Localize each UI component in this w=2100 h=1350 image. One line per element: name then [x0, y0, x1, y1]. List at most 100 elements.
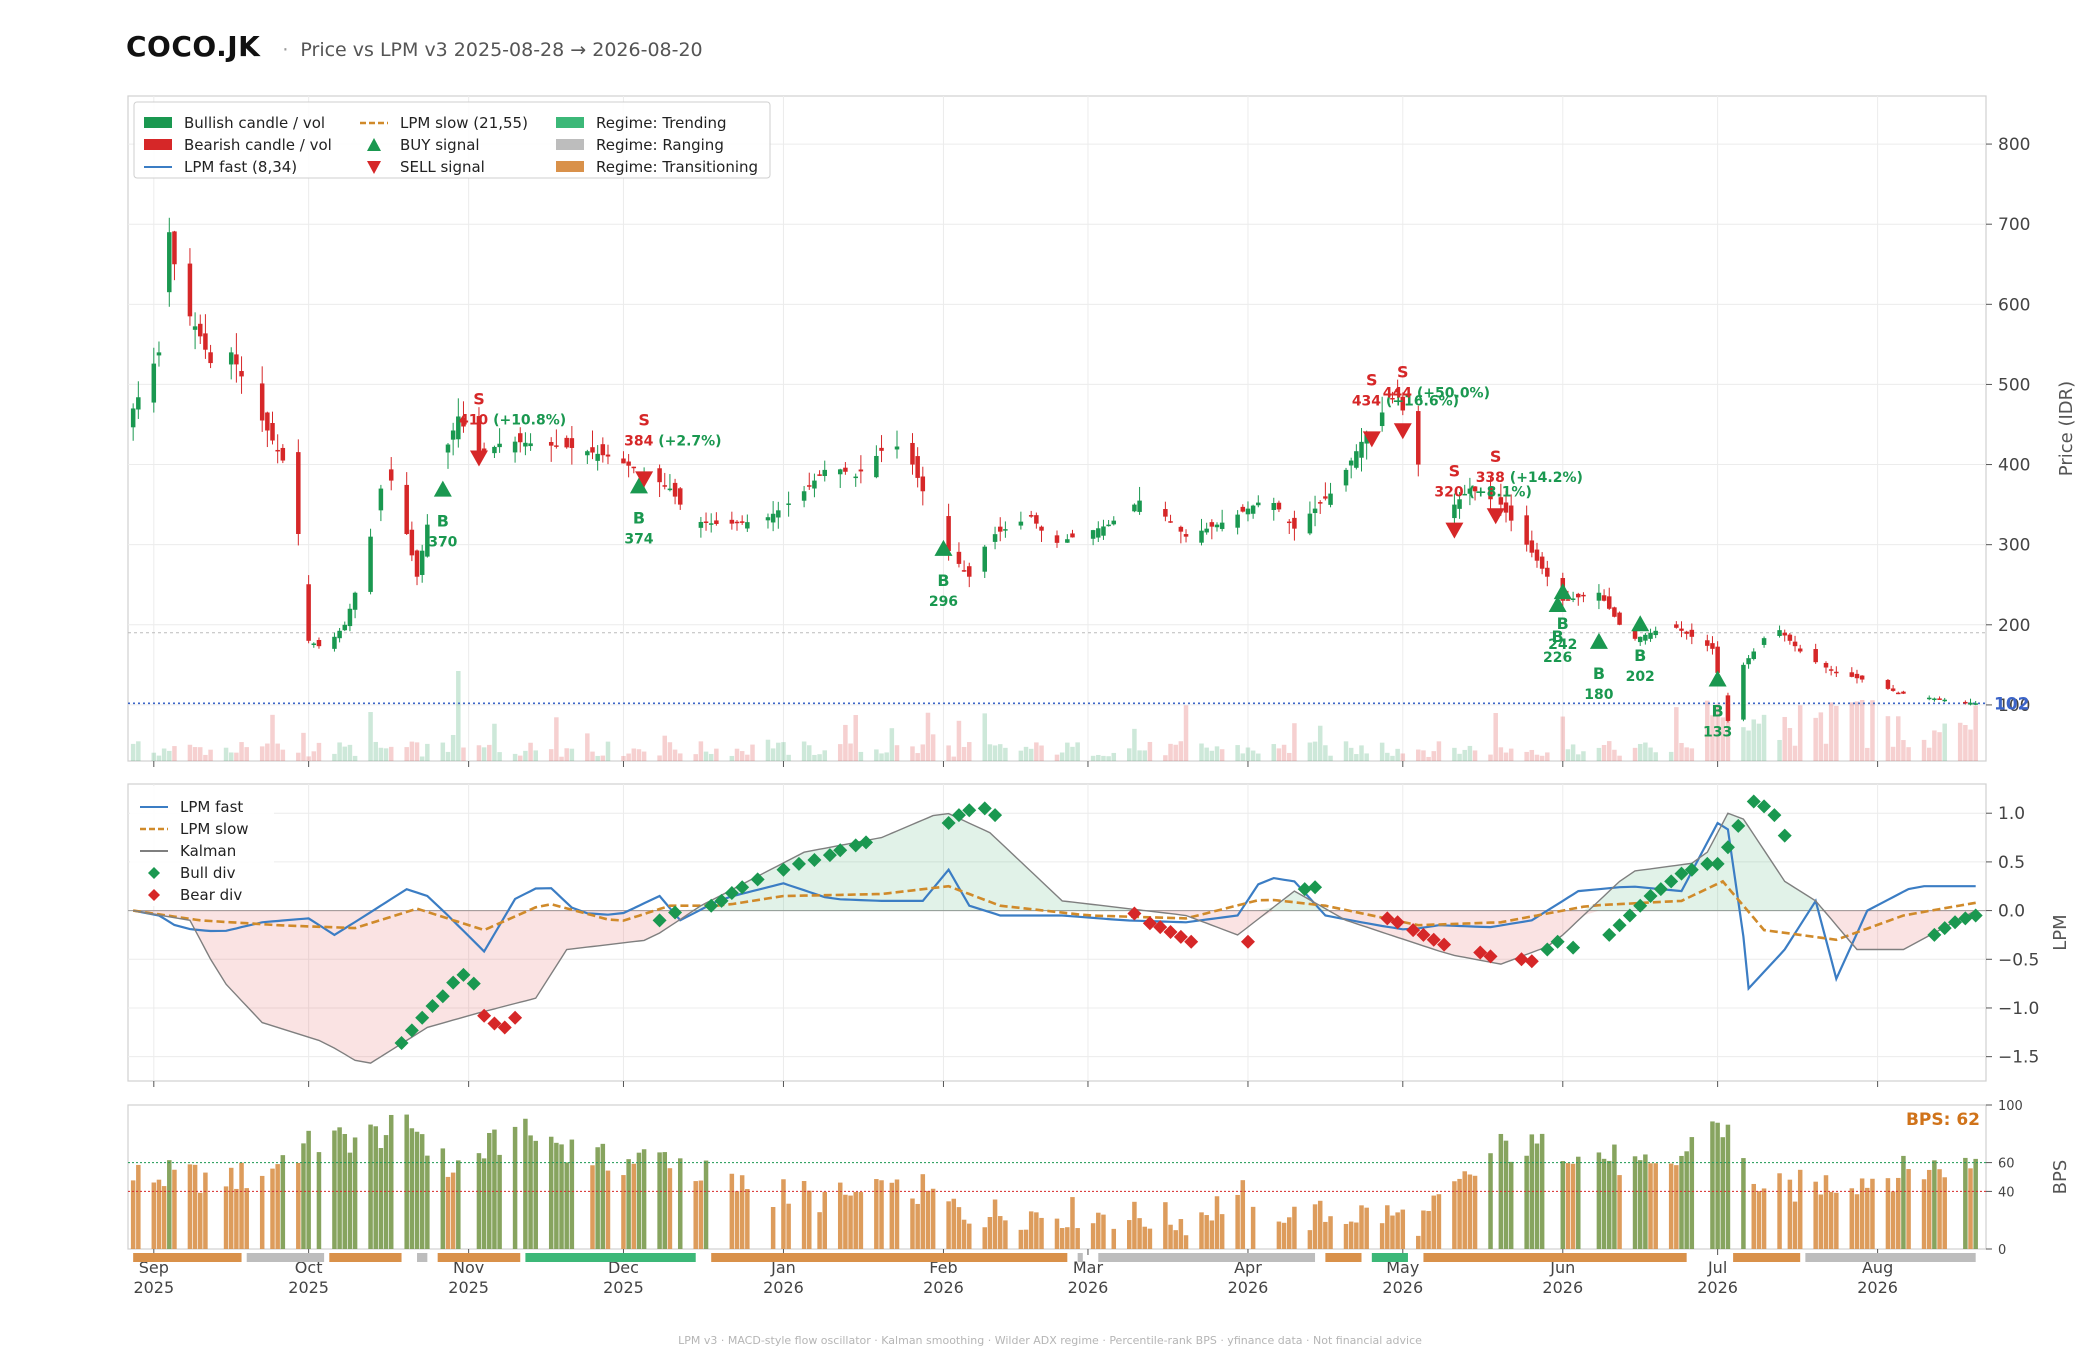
legend-label: Bullish candle / vol: [184, 114, 325, 132]
candle-body: [1034, 515, 1039, 524]
candle-body: [1777, 630, 1782, 636]
candle-body: [1576, 593, 1581, 598]
candle-body: [1183, 534, 1189, 537]
sell-signal-price: 444: [1383, 385, 1417, 401]
volume-bar: [626, 753, 631, 761]
candle-body: [1849, 672, 1855, 677]
candle-body: [1596, 592, 1602, 601]
bull-div-marker: [807, 852, 822, 867]
bear-div-marker: [508, 1010, 523, 1025]
green-bar-icon: [144, 117, 172, 128]
bps-bar: [270, 1168, 275, 1249]
candle-body: [1209, 522, 1215, 527]
x-tick-label-month: May: [1386, 1258, 1419, 1277]
volume-bar: [1385, 752, 1390, 761]
x-tick-label-month: Dec: [608, 1258, 639, 1277]
sell-signal-letter: S: [1397, 362, 1409, 381]
subtitle-text: Price vs LPM v3 2025-08-28 → 2026-08-20: [300, 39, 703, 61]
volume-bar: [967, 742, 972, 761]
bps-bar: [1921, 1179, 1927, 1249]
bps-bar: [837, 1182, 843, 1249]
bps-bar: [1720, 1137, 1726, 1249]
volume-bar: [1890, 746, 1896, 761]
volume-bar: [1601, 745, 1607, 761]
bull-div-marker: [1700, 856, 1715, 871]
bps-bar: [1797, 1169, 1803, 1249]
bps-bar: [1436, 1194, 1442, 1249]
candle-body: [776, 510, 781, 518]
bps-bar: [1132, 1201, 1137, 1249]
bps-bar: [770, 1207, 776, 1249]
volume-bar: [1132, 728, 1137, 761]
legend-label: Regime: Trending: [596, 114, 727, 132]
candle-body: [1137, 500, 1142, 512]
bps-bar: [1147, 1228, 1153, 1249]
bear-div-marker: [1473, 945, 1488, 960]
candle-body: [595, 453, 600, 461]
volume-bar: [198, 747, 203, 761]
bps-bar: [337, 1127, 342, 1249]
bear-div-marker: [1163, 925, 1178, 940]
bps-bar: [1023, 1229, 1029, 1249]
bps-bar: [223, 1186, 229, 1249]
bps-bar: [1096, 1212, 1101, 1249]
lpm-panel: −1.5 −1.0 −0.5 0.0 0.5 1.0 LPM LPM fast LPM slow…: [127, 783, 2071, 1087]
bps-bar: [383, 1135, 389, 1249]
volume-bar: [1183, 705, 1189, 761]
candle-body: [837, 469, 843, 475]
volume-bar: [708, 753, 714, 761]
regime-segment: [417, 1253, 428, 1262]
lpm-y-axis-label: LPM: [2050, 914, 2071, 950]
bps-bar: [1488, 1153, 1493, 1249]
bps-last-label: BPS: 62: [1906, 1110, 1980, 1130]
regime-segment: [1423, 1253, 1687, 1262]
bps-bar: [492, 1129, 497, 1249]
x-tick-label-month: Apr: [1234, 1258, 1262, 1277]
candle-body: [347, 608, 353, 627]
volume-bar: [843, 724, 848, 761]
bear-div-marker: [487, 1016, 502, 1031]
volume-bar: [192, 747, 198, 761]
bps-bar: [280, 1155, 286, 1249]
bull-div-marker: [1653, 882, 1668, 897]
buy-signal-letter: B: [1552, 627, 1564, 646]
candle-body: [1400, 396, 1406, 411]
bps-bar: [930, 1188, 936, 1249]
volume-bar: [517, 755, 523, 761]
legend-label: Bear div: [180, 886, 242, 904]
volume-bar: [301, 732, 306, 761]
volume-bar: [275, 743, 280, 761]
buy-signal-price: 242: [1548, 637, 1577, 653]
price-panel-frame: [127, 95, 1987, 762]
candle-body: [1292, 517, 1297, 529]
volume-bar: [1606, 741, 1612, 761]
candle-body: [1937, 698, 1942, 700]
volume-bar: [992, 745, 998, 761]
bps-bar: [1679, 1155, 1684, 1249]
regime-strip: [133, 1253, 1976, 1262]
bps-bar: [1209, 1220, 1215, 1249]
volume-bar: [414, 742, 420, 761]
bps-bar: [1818, 1194, 1824, 1249]
bps-bar: [347, 1152, 353, 1249]
candle-body: [512, 441, 518, 453]
volume-bar: [1545, 752, 1550, 761]
y-tick-label: 0: [1998, 1243, 2006, 1258]
bps-bar: [1168, 1224, 1173, 1249]
candle-body: [280, 447, 286, 461]
regime-segment: [1325, 1253, 1362, 1262]
bps-bar: [1715, 1122, 1720, 1249]
volume-bar: [342, 746, 348, 761]
volume-bar: [306, 756, 311, 761]
buy-signal-price: 133: [1703, 724, 1732, 740]
buy-signal-marker: [1548, 595, 1567, 612]
candle-body: [456, 416, 461, 440]
volume-bar: [848, 743, 853, 761]
buy-signal-marker: [1553, 583, 1572, 600]
candle-body: [729, 519, 735, 524]
bull-div-marker: [962, 803, 977, 818]
y-tick-label: 100: [1998, 696, 2030, 716]
bps-bar: [259, 1175, 265, 1249]
volume-bar: [1059, 752, 1065, 761]
bull-div-marker: [668, 905, 683, 920]
